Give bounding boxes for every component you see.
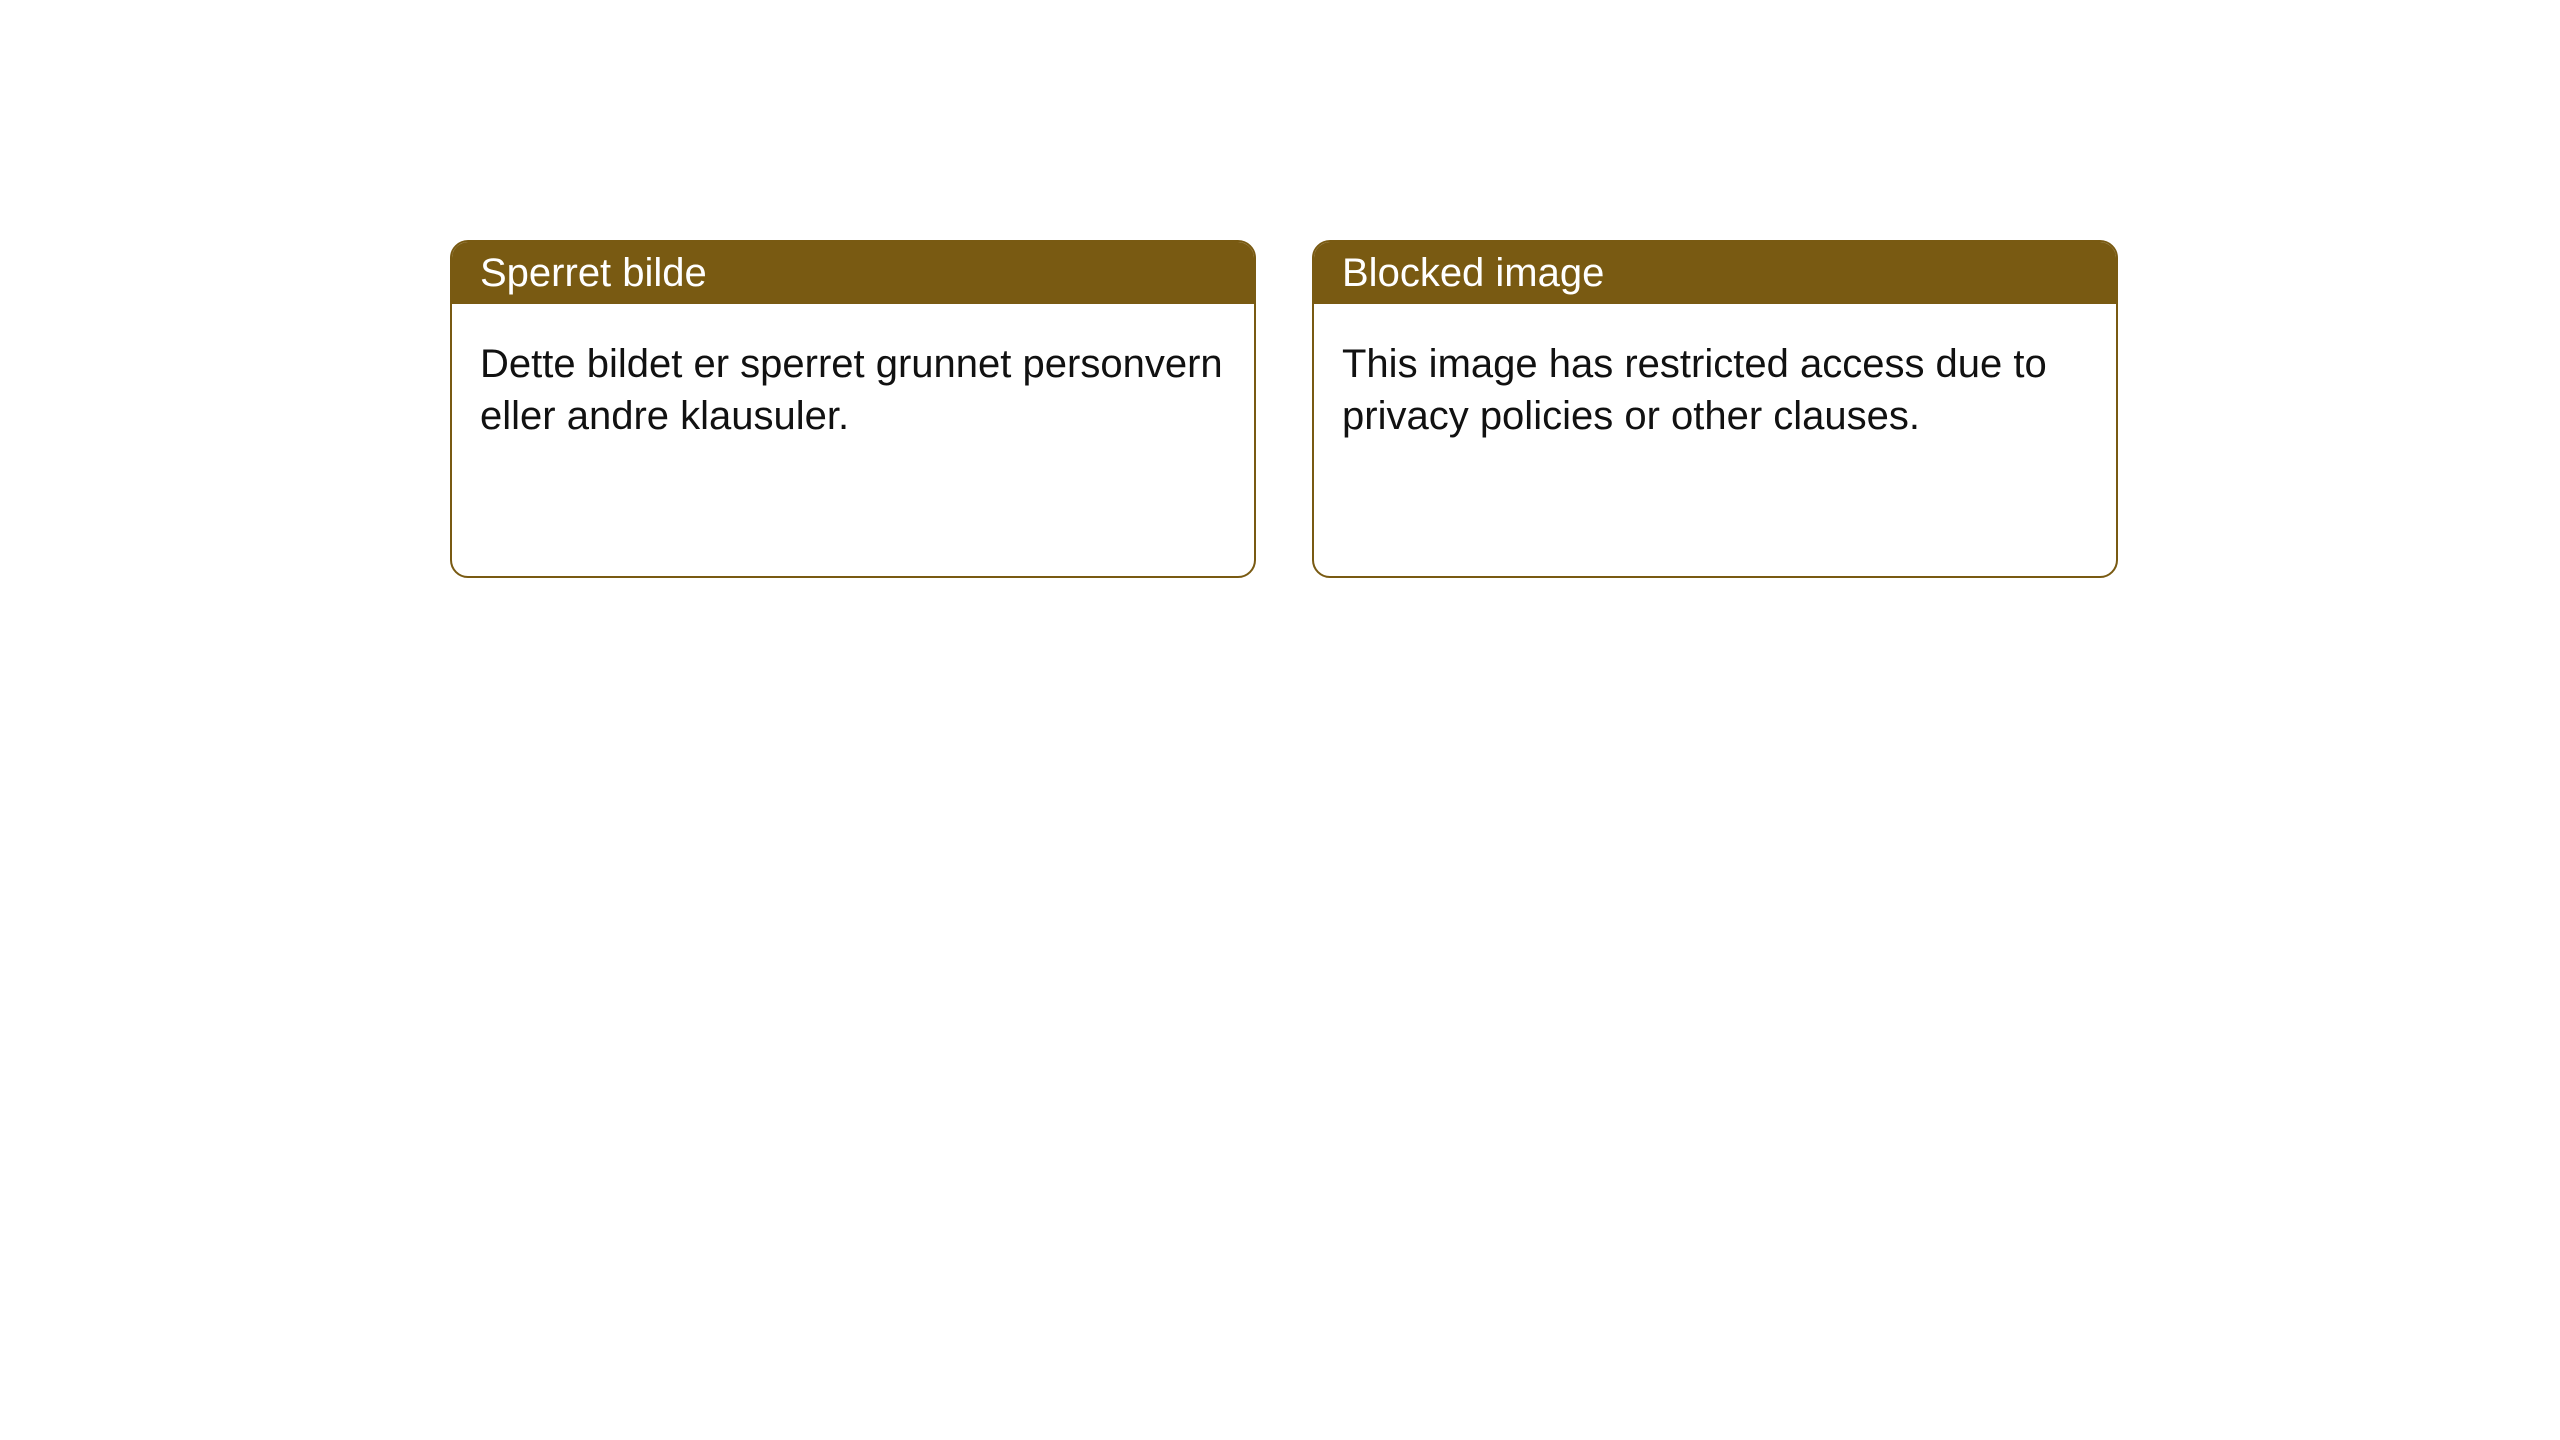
notice-body-norwegian: Dette bildet er sperret grunnet personve… xyxy=(452,304,1254,476)
notice-body-text-english: This image has restricted access due to … xyxy=(1342,342,2047,438)
notice-card-english: Blocked image This image has restricted … xyxy=(1312,240,2118,578)
notice-card-norwegian: Sperret bilde Dette bildet er sperret gr… xyxy=(450,240,1256,578)
notice-header-english: Blocked image xyxy=(1314,242,2116,304)
notice-title-english: Blocked image xyxy=(1342,251,1604,296)
notice-body-text-norwegian: Dette bildet er sperret grunnet personve… xyxy=(480,342,1223,438)
notice-header-norwegian: Sperret bilde xyxy=(452,242,1254,304)
notice-title-norwegian: Sperret bilde xyxy=(480,251,707,296)
notice-cards-container: Sperret bilde Dette bildet er sperret gr… xyxy=(450,240,2118,578)
notice-body-english: This image has restricted access due to … xyxy=(1314,304,2116,476)
